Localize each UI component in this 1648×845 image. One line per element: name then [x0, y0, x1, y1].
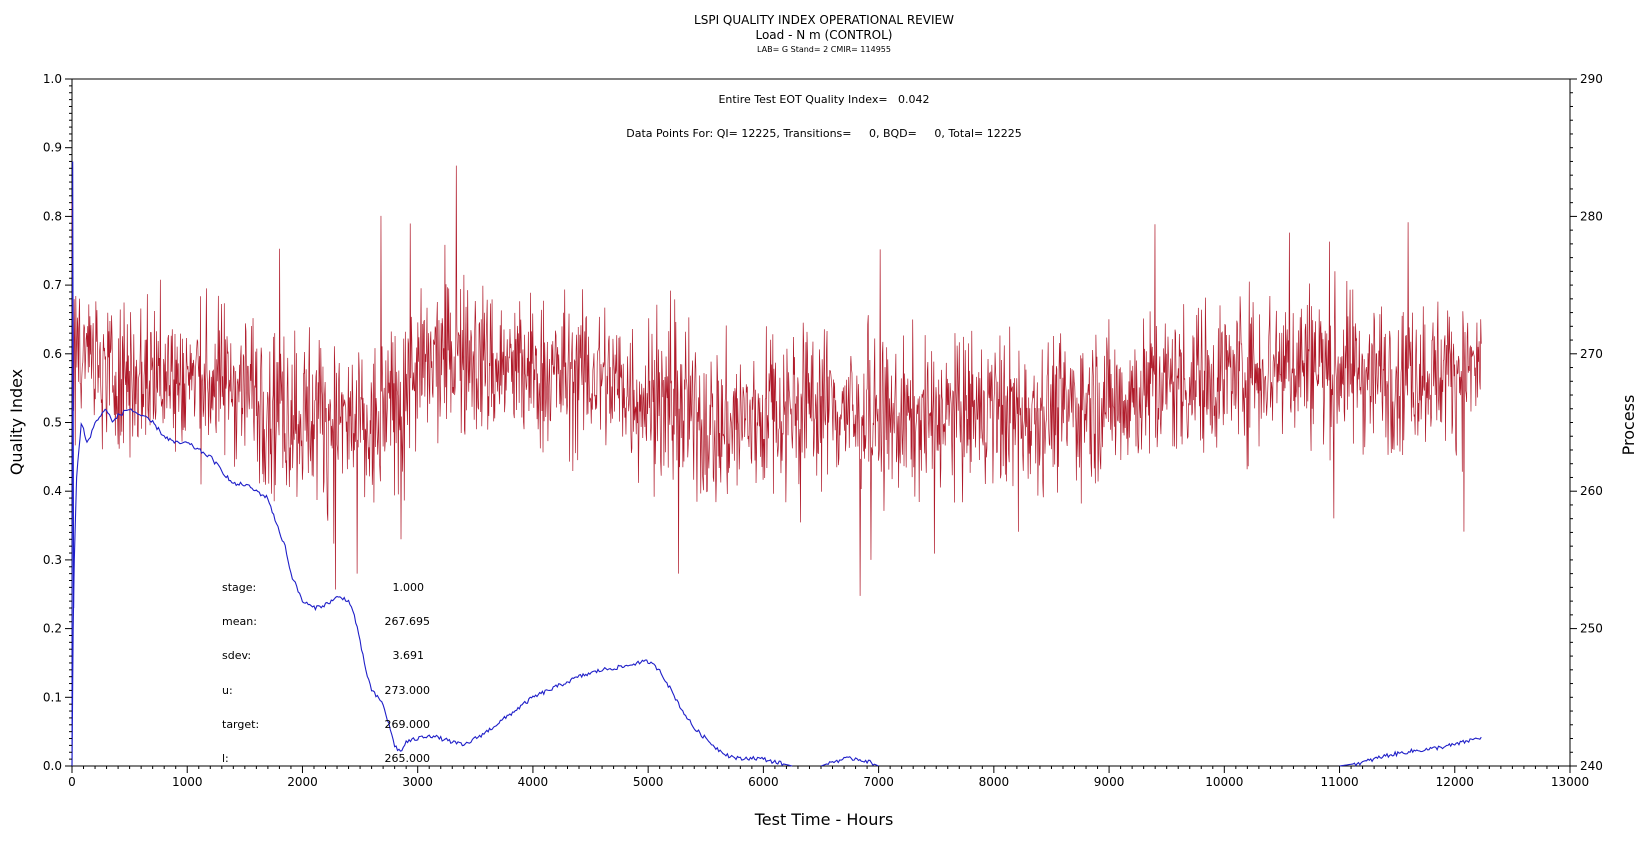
x-tick-label: 8000	[979, 775, 1010, 789]
y2-tick-label: 290	[1580, 72, 1603, 86]
y-tick-label: 0.5	[43, 416, 62, 430]
x-tick-label: 6000	[748, 775, 779, 789]
stats-value: 273.000	[385, 684, 431, 697]
quality-index-series	[72, 161, 1481, 766]
stats-value: 269.000	[385, 718, 431, 731]
x-tick-label: 7000	[863, 775, 894, 789]
eot-quality-annotation: Entire Test EOT Quality Index= 0.042	[718, 93, 929, 106]
x-tick-label: 10000	[1205, 775, 1243, 789]
data-points-annotation: Data Points For: QI= 12225, Transitions=…	[626, 127, 1021, 140]
y2-tick-label: 270	[1580, 347, 1603, 361]
y-tick-label: 1.0	[43, 72, 62, 86]
x-tick-label: 0	[68, 775, 76, 789]
stats-label: sdev:	[222, 649, 251, 662]
y-tick-label: 0.7	[43, 278, 62, 292]
stats-label: l:	[222, 752, 229, 765]
y-tick-label: 0.4	[43, 484, 62, 498]
process-line	[72, 166, 1481, 596]
x-axis-label: Test Time - Hours	[754, 810, 894, 829]
x-tick-label: 13000	[1551, 775, 1589, 789]
y-axis-label: Quality Index	[7, 369, 26, 475]
x-tick-label: 11000	[1320, 775, 1358, 789]
chart-subtitle: Load - N m (CONTROL)	[755, 28, 892, 42]
x-tick-label: 12000	[1436, 775, 1474, 789]
chart-title: LSPI QUALITY INDEX OPERATIONAL REVIEW	[694, 13, 954, 27]
y2-axis-label: Process	[1619, 395, 1638, 456]
y-tick-label: 0.8	[43, 209, 62, 223]
y2-tick-label: 280	[1580, 209, 1603, 223]
y2-tick-label: 260	[1580, 484, 1603, 498]
chart-meta: LAB= G Stand= 2 CMIR= 114955	[757, 45, 891, 54]
x-tick-label: 2000	[287, 775, 318, 789]
y2-tick-label: 250	[1580, 622, 1603, 636]
y-tick-label: 0.3	[43, 553, 62, 567]
x-tick-label: 3000	[402, 775, 433, 789]
y-tick-label: 0.1	[43, 690, 62, 704]
stats-value: 3.691	[393, 649, 425, 662]
stats-label: stage:	[222, 581, 256, 594]
y-tick-label: 0.9	[43, 141, 62, 155]
x-tick-label: 4000	[518, 775, 549, 789]
stats-value: 1.000	[393, 581, 425, 594]
stats-value: 267.695	[385, 615, 431, 628]
y-tick-label: 0.6	[43, 347, 62, 361]
x-tick-label: 5000	[633, 775, 664, 789]
chart-canvas: LSPI QUALITY INDEX OPERATIONAL REVIEW Lo…	[0, 0, 1648, 845]
stats-label: u:	[222, 684, 233, 697]
x-tick-label: 9000	[1094, 775, 1125, 789]
y-tick-label: 0.0	[43, 759, 62, 773]
y2-tick-label: 240	[1580, 759, 1603, 773]
process-series	[72, 166, 1481, 596]
stats-label: target:	[222, 718, 259, 731]
stats-value: 265.000	[385, 752, 431, 765]
quality-index-line	[72, 409, 792, 766]
stats-block: stage: 1.000 mean: 267.695 sdev: 3.691 u…	[222, 581, 430, 765]
stats-label: mean:	[222, 615, 257, 628]
quality-index-line	[1340, 737, 1482, 766]
quality-index-line	[821, 757, 879, 766]
x-tick-label: 1000	[172, 775, 203, 789]
y-tick-label: 0.2	[43, 622, 62, 636]
